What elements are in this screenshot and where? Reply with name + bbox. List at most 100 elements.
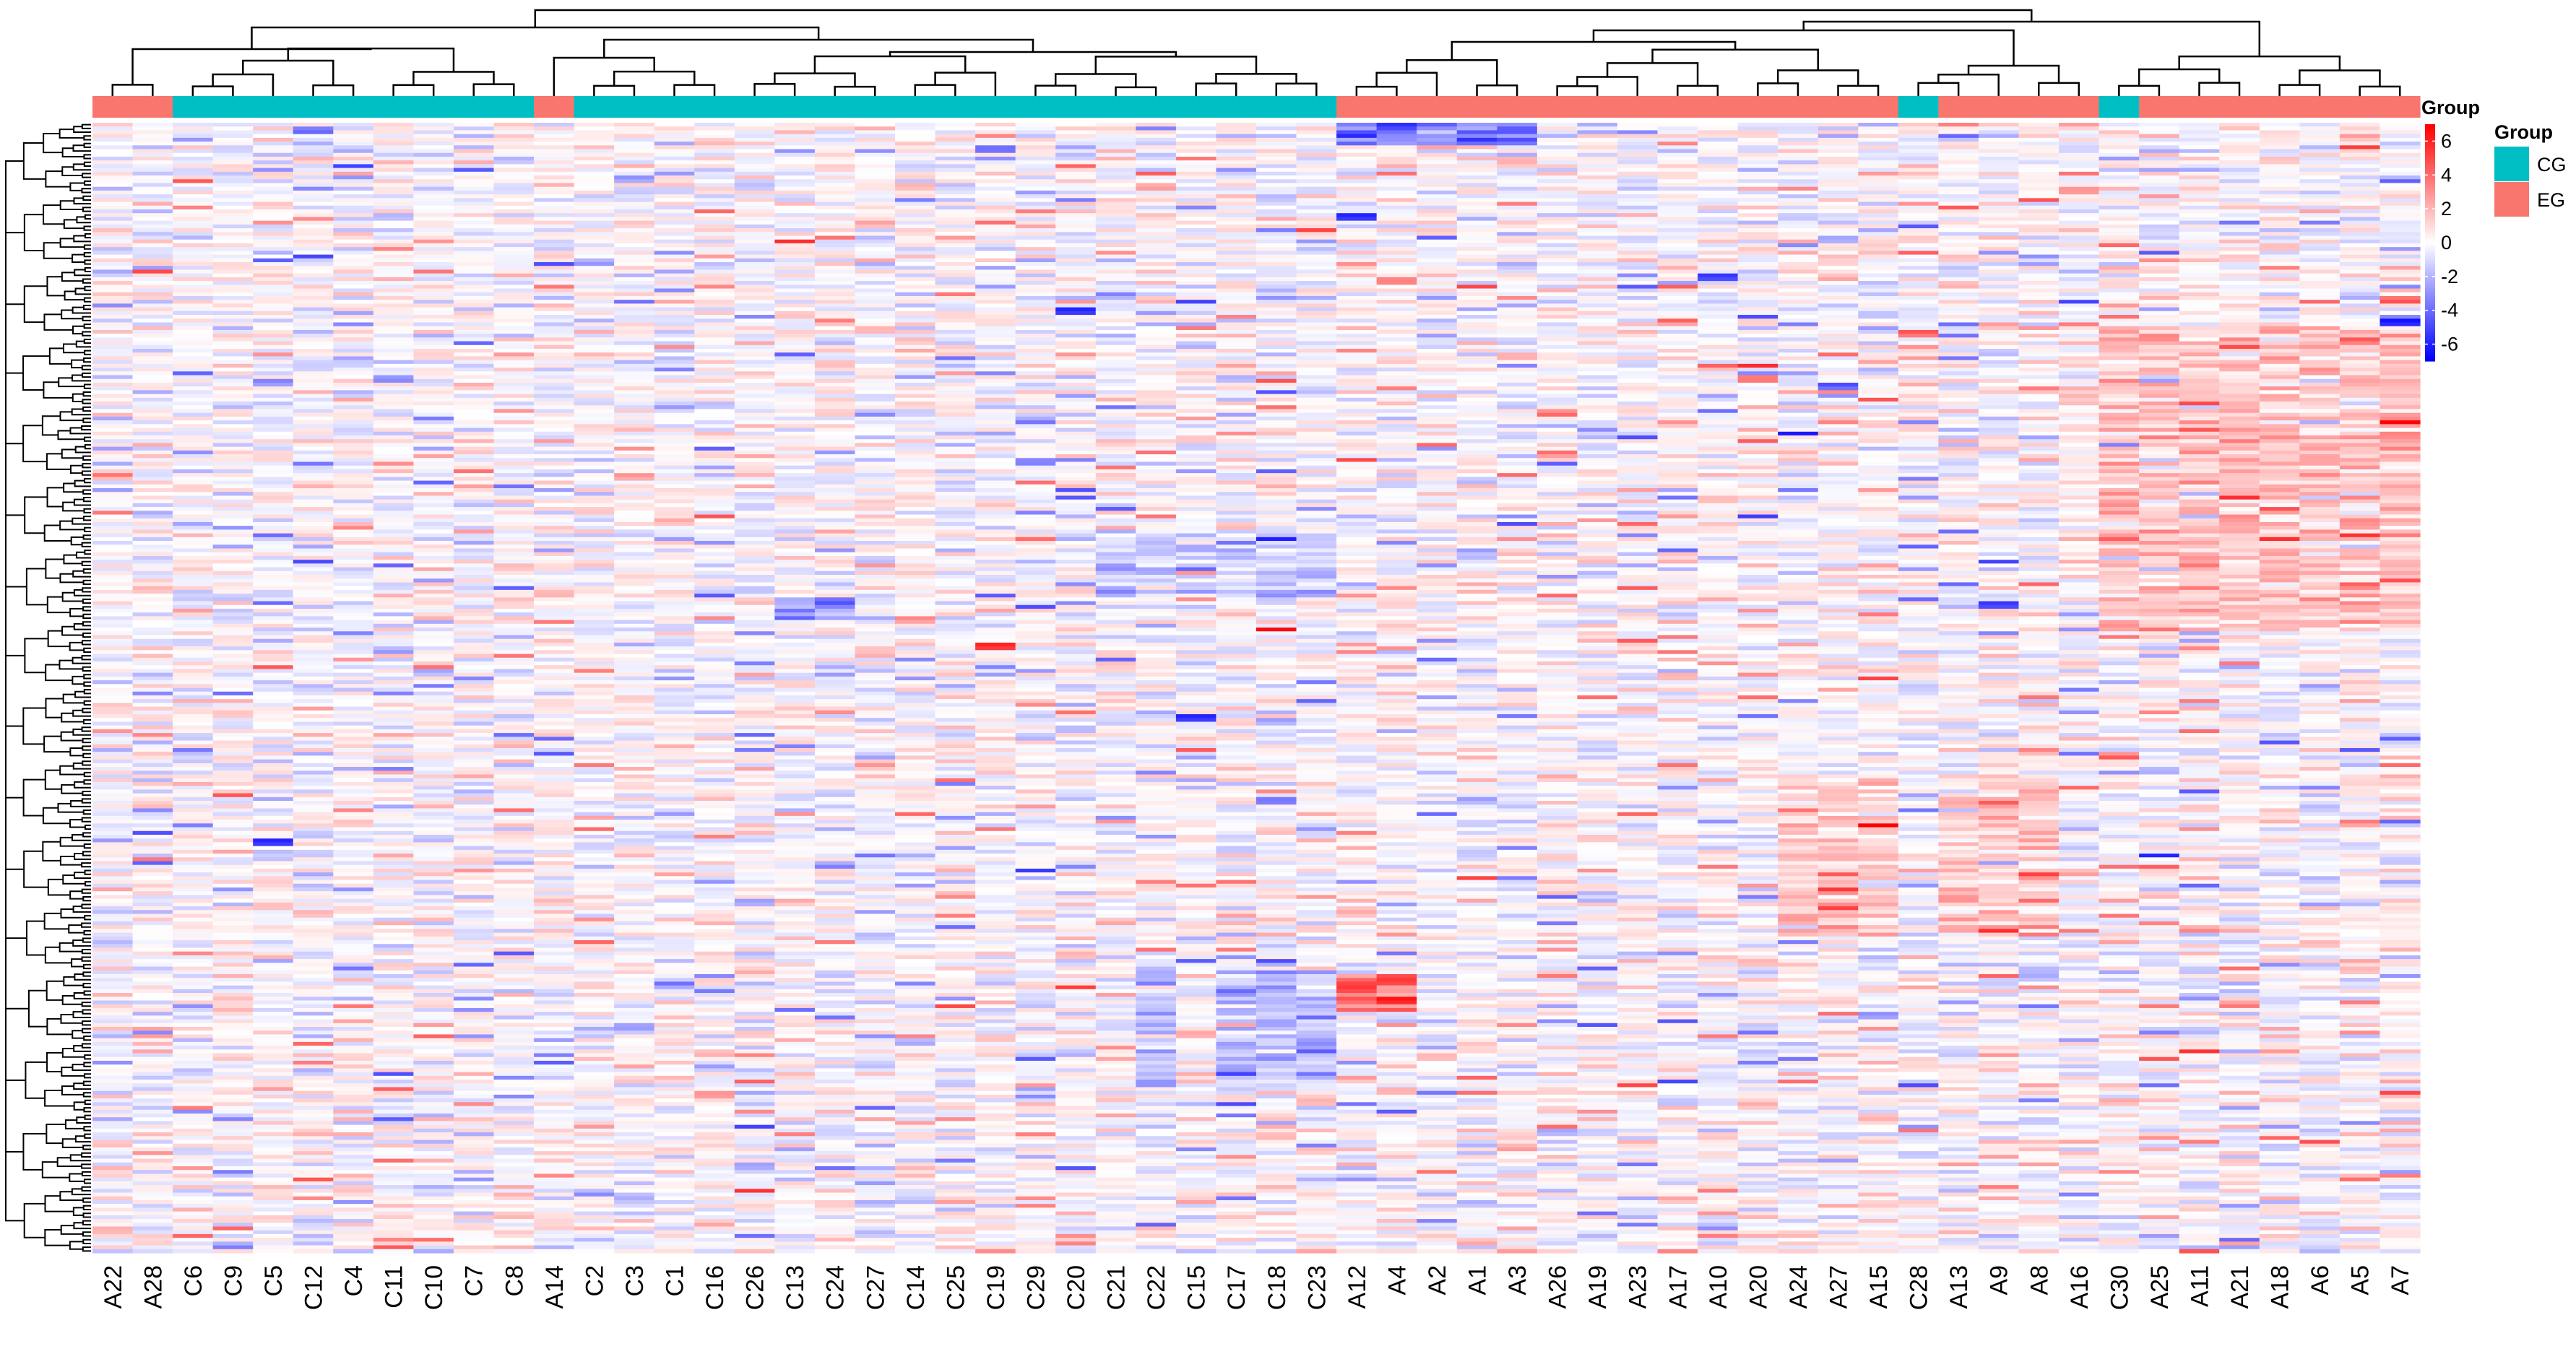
- heat-cell: [212, 315, 254, 319]
- heat-cell: [92, 507, 134, 511]
- heat-cell: [534, 786, 575, 790]
- heat-cell: [373, 194, 415, 199]
- heat-cell: [614, 973, 655, 978]
- heat-cell: [132, 589, 173, 594]
- heat-cell: [333, 149, 374, 154]
- heat-cell: [173, 1132, 214, 1137]
- heat-cell: [694, 160, 735, 165]
- heat-cell: [453, 194, 495, 199]
- heat-cell: [493, 642, 535, 647]
- heat-cell: [212, 285, 254, 290]
- heat-cell: [413, 628, 454, 632]
- heat-cell: [132, 194, 173, 199]
- heat-cell: [574, 1007, 615, 1012]
- heat-cell: [694, 349, 735, 353]
- heat-cell: [253, 130, 294, 135]
- heat-cell: [534, 420, 575, 425]
- heat-cell: [694, 201, 735, 207]
- heat-cell: [212, 838, 254, 843]
- heat-cell: [293, 872, 334, 877]
- heat-cell: [373, 402, 415, 406]
- heat-cell: [413, 183, 454, 188]
- heat-cell: [132, 488, 173, 492]
- heat-cell: [534, 368, 575, 372]
- heat-cell: [92, 695, 134, 700]
- heat-cell: [574, 680, 615, 685]
- heat-cell: [92, 1109, 134, 1114]
- heat-cell: [654, 936, 695, 941]
- heat-cell: [253, 978, 294, 982]
- heat-cell: [574, 397, 615, 402]
- dendrogram-branch: [2198, 82, 2241, 96]
- heat-cell: [654, 405, 695, 410]
- heat-cell: [694, 322, 735, 327]
- row-dendrogram-branch: [81, 188, 91, 194]
- heat-cell: [253, 1196, 294, 1201]
- heat-cell: [493, 164, 535, 169]
- heat-cell: [132, 944, 173, 949]
- heat-cell: [92, 747, 134, 752]
- heat-cell: [493, 1204, 535, 1208]
- heat-cell: [253, 781, 294, 786]
- heat-cell: [654, 378, 695, 383]
- heat-cell: [614, 1185, 655, 1189]
- heat-cell: [293, 1121, 334, 1126]
- heat-cell: [694, 378, 735, 383]
- heat-cell: [92, 1049, 134, 1054]
- row-dendrogram-branch: [71, 408, 91, 416]
- heat-cell: [413, 1170, 454, 1175]
- heat-cell: [453, 695, 495, 700]
- heat-cell: [173, 1230, 214, 1235]
- heat-cell: [132, 895, 173, 900]
- heat-cell: [654, 801, 695, 805]
- heat-cell: [293, 774, 334, 779]
- heat-cell: [173, 1027, 214, 1031]
- heat-cell: [173, 955, 214, 960]
- heat-cell: [413, 555, 454, 560]
- heat-cell: [132, 137, 173, 142]
- heat-cell: [173, 529, 214, 534]
- heat-cell: [212, 1173, 254, 1179]
- heat-cell: [373, 394, 415, 399]
- heat-cell: [132, 616, 173, 621]
- heat-cell: [92, 465, 134, 470]
- heat-cell: [413, 292, 454, 297]
- heat-cell: [654, 827, 695, 832]
- heat-cell: [413, 672, 454, 677]
- heat-cell: [453, 947, 495, 952]
- heat-cell: [413, 1083, 454, 1088]
- heat-cell: [132, 390, 173, 395]
- heat-cell: [453, 329, 495, 334]
- row-dendrogram-branch: [82, 1197, 91, 1203]
- heat-cell: [333, 1015, 374, 1020]
- heat-cell: [493, 680, 535, 685]
- heat-cell: [293, 484, 334, 489]
- heat-cell: [333, 830, 374, 836]
- heat-cell: [253, 575, 294, 579]
- heat-cell: [453, 495, 495, 500]
- heat-cell: [92, 349, 134, 353]
- heat-cell: [333, 1053, 374, 1058]
- heat-cell: [614, 390, 655, 395]
- heat-cell: [413, 578, 454, 583]
- heat-cell: [614, 123, 655, 127]
- heat-cell: [333, 1128, 374, 1133]
- heat-cell: [333, 966, 374, 971]
- heat-cell: [654, 134, 695, 139]
- heat-cell: [253, 1249, 294, 1254]
- heat-cell: [212, 533, 254, 538]
- heat-cell: [92, 676, 134, 681]
- heat-cell: [534, 402, 575, 406]
- heat-cell: [413, 488, 454, 492]
- dendrogram-branch: [1451, 40, 1737, 61]
- heat-cell: [694, 145, 735, 150]
- heat-cell: [574, 612, 615, 617]
- heat-cell: [493, 729, 535, 734]
- heat-cell: [333, 123, 374, 127]
- heat-cell: [333, 439, 374, 444]
- heat-cell: [574, 156, 615, 161]
- row-dendrogram-branch: [82, 1020, 91, 1026]
- heat-cell: [333, 1196, 374, 1201]
- heat-cell: [132, 1049, 173, 1054]
- heat-cell: [253, 526, 294, 530]
